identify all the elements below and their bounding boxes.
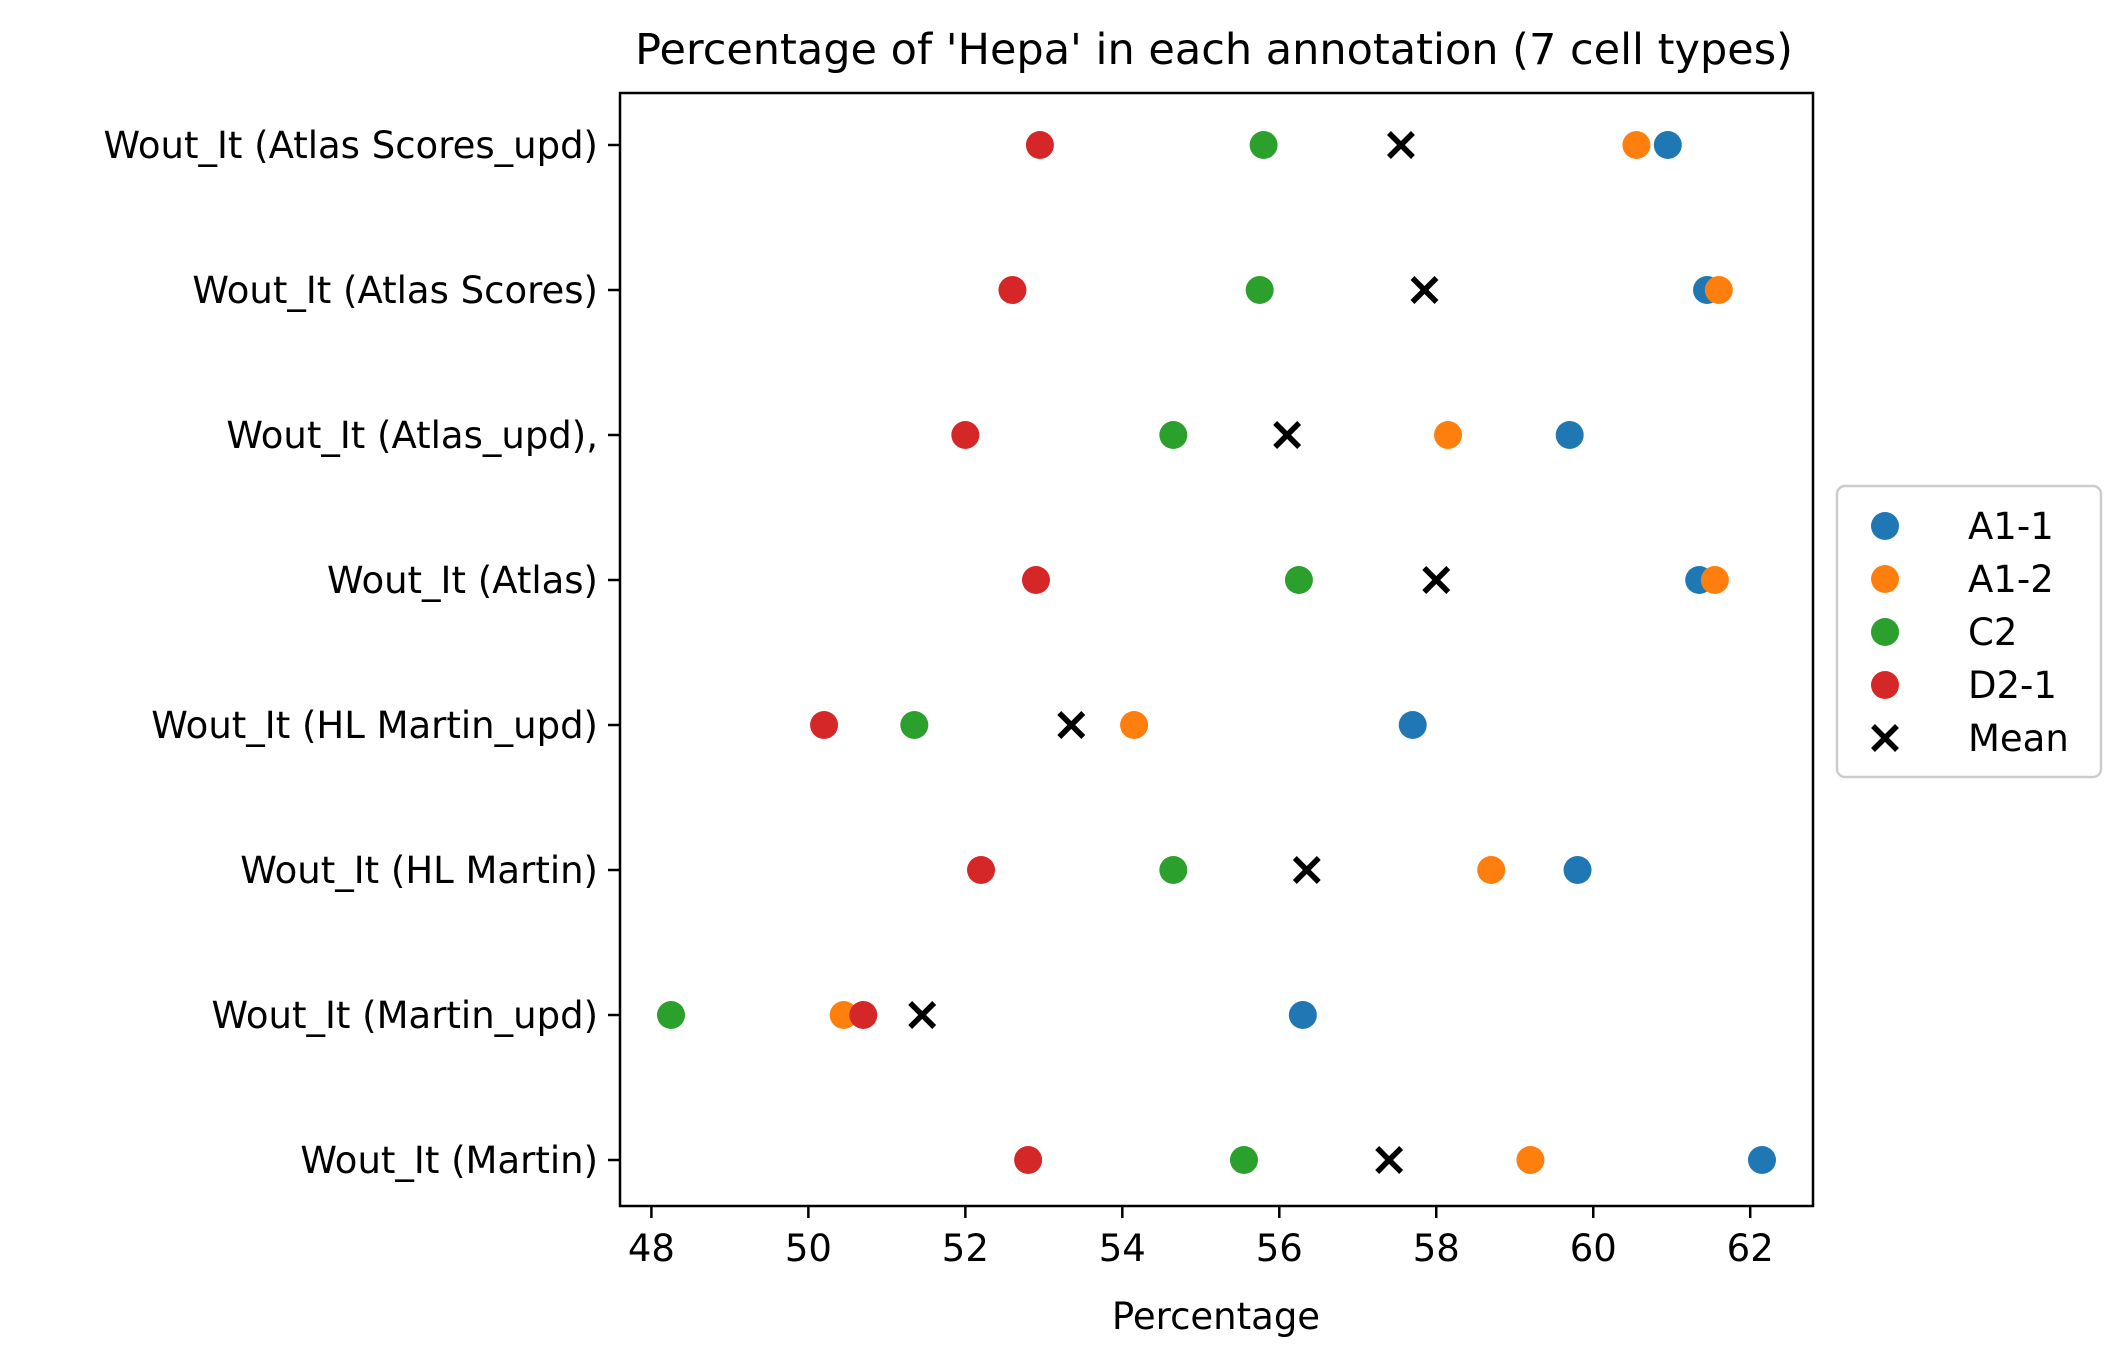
point-a1-2 [1622,131,1651,159]
x-tick-label: 52 [942,1227,989,1270]
point-a1-2 [1477,856,1506,884]
point-a1-1 [1747,1146,1776,1174]
point-a1-2 [1120,711,1149,739]
legend: A1-1 A1-2 C2 D2-1 Mean [1835,484,2103,779]
x-axis: 48 50 52 54 56 58 60 62 [628,1206,1774,1270]
legend-box [1835,484,2103,779]
point-d2-1 [849,1001,878,1029]
point-a1-2 [1700,566,1729,594]
point-mean [1057,711,1086,739]
point-mean [908,1001,937,1029]
point-c2 [1249,131,1278,159]
legend-marker-d2-1 [1871,671,1899,699]
point-a1-2 [1516,1146,1545,1174]
y-tick-label: Wout_It (Martin) [300,1139,598,1182]
point-d2-1 [1021,566,1050,594]
legend-marker-mean [1871,724,1899,752]
legend-marker-a1-2 [1871,565,1899,593]
y-tick-label: Wout_It (Atlas Scores_upd) [103,124,598,167]
point-a1-1 [1555,421,1584,449]
point-a1-1 [1563,856,1592,884]
x-tick-label: 50 [785,1227,832,1270]
point-a1-1 [1398,711,1427,739]
point-a1-1 [1653,131,1682,159]
point-c2 [1159,421,1188,449]
point-mean [1386,131,1415,159]
point-c2 [1245,276,1274,304]
x-tick-label: 58 [1413,1227,1460,1270]
point-c2 [657,1001,686,1029]
x-tick-label: 54 [1099,1227,1146,1270]
legend-marker-c2 [1871,618,1899,646]
point-a1-2 [1704,276,1733,304]
point-d2-1 [951,421,980,449]
point-mean [1292,856,1321,884]
legend-label-mean: Mean [1968,717,2069,760]
x-tick-label: 56 [1256,1227,1303,1270]
x-tick-label: 48 [628,1227,675,1270]
y-tick-label: Wout_It (HL Martin_upd) [151,704,598,747]
point-mean [1375,1146,1404,1174]
plot-frame [618,91,1815,1208]
chart-title: Percentage of 'Hepa' in each annotation … [635,25,1793,75]
point-d2-1 [1014,1146,1043,1174]
legend-label-a1-2: A1-2 [1968,558,2054,601]
x-axis-label: Percentage [1112,1295,1320,1338]
y-tick-label: Wout_It (HL Martin) [240,849,598,892]
point-d2-1 [1025,131,1054,159]
point-c2 [900,711,929,739]
point-mean [1422,566,1451,594]
legend-marker-a1-1 [1871,512,1899,540]
point-c2 [1284,566,1313,594]
point-mean [1410,276,1439,304]
y-tick-label: Wout_It (Atlas) [327,559,598,602]
point-a1-2 [1434,421,1463,449]
y-tick-label: Wout_It (Atlas_upd), [226,414,598,457]
data-points [657,131,1776,1174]
point-mean [1273,421,1302,449]
y-axis: Wout_It (Atlas Scores_upd) Wout_It (Atlas… [103,124,620,1182]
point-a1-1 [1288,1001,1317,1029]
point-d2-1 [998,276,1027,304]
point-a1-2 [829,1001,858,1029]
y-tick-label: Wout_It (Atlas Scores) [192,269,598,312]
y-tick-label: Wout_It (Martin_upd) [211,994,598,1037]
point-d2-1 [810,711,839,739]
legend-label-a1-1: A1-1 [1968,505,2054,548]
point-d2-1 [967,856,996,884]
x-tick-label: 60 [1570,1227,1617,1270]
legend-label-c2: C2 [1968,611,2017,654]
point-c2 [1229,1146,1258,1174]
x-tick-label: 62 [1727,1227,1774,1270]
point-c2 [1159,856,1188,884]
legend-label-d2-1: D2-1 [1968,664,2057,707]
